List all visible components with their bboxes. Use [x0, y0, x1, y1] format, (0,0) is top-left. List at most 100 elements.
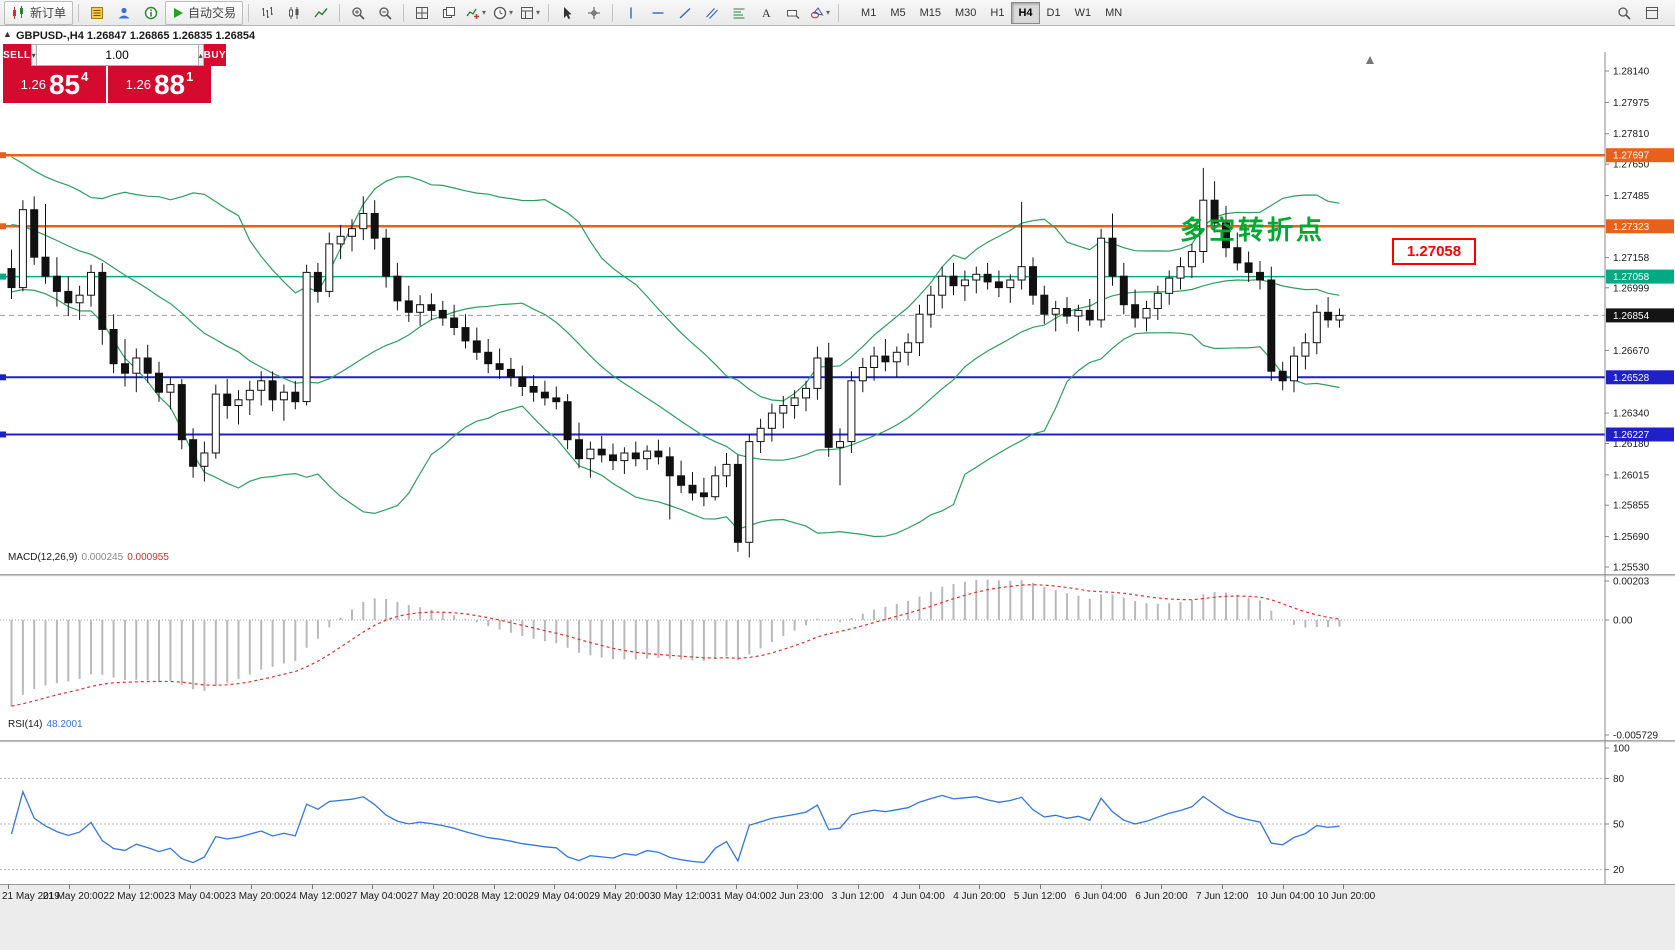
new-order-button[interactable]: 新订单 — [4, 0, 74, 25]
timeframe-h1[interactable]: H1 — [990, 6, 1005, 19]
time-label: 3 Jun 12:00 — [831, 891, 885, 902]
auto-trading-label: 自动交易 — [188, 6, 237, 20]
price-callout-box[interactable]: 1.27058 — [1392, 238, 1476, 265]
candle-body — [1165, 277, 1174, 294]
sell-header[interactable]: SELL — [3, 44, 31, 66]
one-click-toggle[interactable]: ▲ — [3, 29, 12, 39]
macd-axis-label: 0.00 — [1613, 616, 1633, 627]
buy-button[interactable]: 1.26 88 1 — [108, 66, 211, 103]
time-label: 27 May 20:00 — [406, 891, 468, 902]
bollinger-middle-band — [11, 223, 1340, 461]
toolbar-separator — [403, 3, 405, 22]
shapes-button[interactable]: ▾ — [807, 1, 833, 25]
candle-body — [234, 399, 243, 406]
timeframe-mn[interactable]: MN — [1105, 6, 1123, 19]
price-pane[interactable]: 1.28140 1.27975 1.27810 1.27650 1.27485 1.271… — [0, 52, 1675, 574]
data-window-button[interactable] — [138, 1, 164, 25]
toolbar-separator — [248, 3, 250, 22]
buy-price-sup: 1 — [186, 69, 194, 84]
hline-anchor[interactable] — [0, 374, 6, 381]
timeframe-m30[interactable]: M30 — [955, 6, 977, 19]
sell-button[interactable]: 1.26 85 4 — [3, 66, 106, 103]
arrow-label-button[interactable] — [780, 1, 806, 25]
layout-button[interactable] — [1639, 1, 1665, 25]
market-watch-button[interactable] — [84, 1, 110, 25]
candle-body — [75, 294, 84, 304]
volume-increase-button[interactable]: ▴ — [197, 44, 204, 66]
search-button[interactable] — [1611, 1, 1637, 25]
candle-body — [245, 389, 254, 401]
timeframe-w1[interactable]: W1 — [1074, 6, 1092, 19]
candle-chart-button[interactable] — [281, 1, 307, 25]
price-tag-label: 1.27697 — [1613, 151, 1650, 162]
zoom-out-icon — [379, 6, 392, 20]
candle-body — [461, 327, 470, 342]
line-chart-button[interactable] — [308, 1, 334, 25]
macd-pane[interactable]: 0.00203 0.00 -0.005729 — [0, 574, 1675, 740]
candle-body — [52, 275, 61, 292]
text-button[interactable]: A — [753, 1, 779, 25]
search-icon — [1618, 6, 1631, 20]
tile-windows-button[interactable] — [409, 1, 435, 25]
candle-body — [1335, 314, 1344, 321]
candle-body — [711, 475, 720, 498]
sell-price-prefix: 1.26 — [20, 77, 46, 92]
candle-body — [427, 304, 436, 311]
hline-anchor[interactable] — [0, 223, 6, 230]
time-label: 23 May 04:00 — [164, 891, 225, 902]
crosshair-button[interactable] — [581, 1, 607, 25]
candle-body — [960, 279, 969, 287]
time-label: 31 May 04:00 — [710, 891, 771, 902]
hline-anchor[interactable] — [0, 431, 6, 438]
periods-button[interactable]: ▾ — [490, 1, 516, 25]
cursor-button[interactable] — [554, 1, 580, 25]
horizontal-line-icon — [652, 11, 664, 14]
hline-anchor[interactable] — [0, 273, 6, 280]
channel-button[interactable] — [699, 1, 725, 25]
buy-header[interactable]: BUY — [203, 44, 227, 66]
time-axis[interactable]: 21 May 2019 21 May 20:00 22 May 12:00 23 Ma… — [0, 884, 1675, 950]
time-label: 29 May 04:00 — [528, 891, 589, 902]
rsi-axis-label: 80 — [1613, 774, 1625, 785]
candle-body — [802, 387, 810, 399]
auto-trading-button[interactable]: 自动交易 — [165, 0, 244, 25]
trendline-button[interactable] — [672, 1, 698, 25]
time-tick — [1222, 885, 1223, 889]
timeframe-m5[interactable]: M5 — [890, 6, 906, 19]
price-tag-label: 1.27058 — [1613, 272, 1650, 283]
time-tick — [797, 885, 799, 889]
indicators-button[interactable]: ▾ — [463, 1, 489, 25]
price-tick-label: 1.27810 — [1613, 129, 1650, 140]
timeframe-h4[interactable]: H4 — [1011, 1, 1040, 24]
candle-body — [824, 357, 833, 448]
dropdown-caret-icon: ▾ — [536, 8, 541, 17]
horizontal-line-button[interactable] — [645, 1, 671, 25]
macd-title: MACD(12,26,9) — [8, 552, 78, 563]
new-order-icon — [13, 5, 23, 19]
candle-body — [972, 273, 981, 281]
timeframe-m1[interactable]: M1 — [861, 6, 877, 19]
zoom-out-button[interactable] — [372, 1, 398, 25]
chart-area[interactable]: 1.28140 1.27975 1.27810 1.27650 1.27485 1.271… — [0, 26, 1675, 950]
cascade-windows-button[interactable] — [436, 1, 462, 25]
symbol-title: GBPUSD-,H4 1.26847 1.26865 1.26835 1.268… — [16, 30, 256, 42]
bar-chart-button[interactable] — [254, 1, 280, 25]
shapes-icon — [811, 6, 824, 18]
periods-icon — [493, 6, 507, 19]
volume-input[interactable] — [36, 44, 198, 66]
templates-button[interactable]: ▾ — [517, 1, 543, 25]
rsi-label: RSI(14) 48.2001 — [8, 719, 83, 730]
timeframe-d1[interactable]: D1 — [1046, 6, 1061, 19]
text-annotation[interactable]: 多空转折点 — [1180, 215, 1326, 245]
time-label: 5 Jun 12:00 — [1013, 891, 1067, 902]
rsi-pane[interactable]: 100 80 50 20 — [0, 740, 1675, 910]
cursor-icon — [564, 6, 572, 19]
candle-body — [926, 294, 935, 315]
fibonacci-button[interactable] — [726, 1, 752, 25]
vertical-line-button[interactable] — [618, 1, 644, 25]
profiles-button[interactable] — [111, 1, 137, 25]
hline-anchor[interactable] — [0, 152, 6, 159]
zoom-in-button[interactable] — [345, 1, 371, 25]
volume-decrease-button[interactable]: ▾ — [30, 44, 37, 66]
timeframe-m15[interactable]: M15 — [919, 6, 941, 19]
